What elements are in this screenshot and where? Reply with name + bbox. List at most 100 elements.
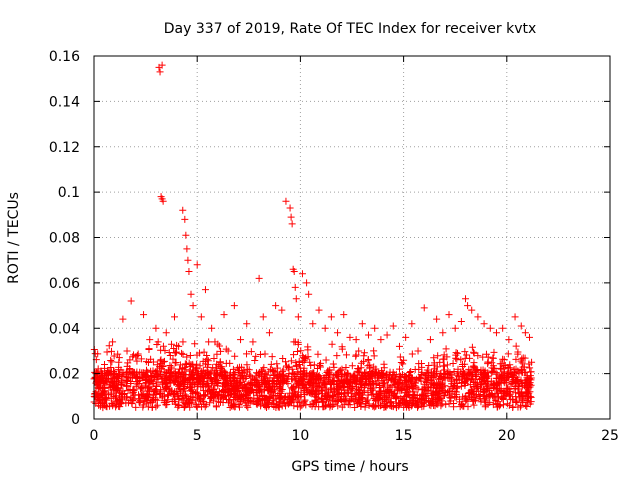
data-point <box>352 336 360 344</box>
background-point <box>335 390 343 398</box>
background-point <box>527 368 535 376</box>
background-point <box>318 394 326 402</box>
data-point <box>294 313 302 321</box>
background-point <box>364 391 372 399</box>
data-point <box>309 320 317 328</box>
background-point <box>181 387 189 395</box>
background-point <box>518 379 526 387</box>
background-point <box>430 361 438 369</box>
background-point <box>264 387 272 395</box>
background-point <box>309 376 317 384</box>
background-point <box>189 390 197 398</box>
background-point <box>250 389 258 397</box>
background-point <box>457 382 465 390</box>
background-point <box>504 388 512 396</box>
background-point <box>115 371 123 379</box>
background-point <box>284 380 292 388</box>
background-point <box>193 365 201 373</box>
background-point <box>491 393 499 401</box>
background-point <box>273 374 281 382</box>
y-tick-label: 0 <box>71 412 80 428</box>
background-point <box>318 386 326 394</box>
background-point <box>439 382 447 390</box>
background-point <box>503 400 511 408</box>
background-point <box>209 364 217 372</box>
background-point <box>517 365 525 373</box>
data-point <box>220 311 228 319</box>
background-point <box>283 375 291 383</box>
background-point <box>269 366 277 374</box>
background-point <box>348 362 356 370</box>
background-point <box>512 355 520 363</box>
background-point <box>354 365 362 373</box>
background-point <box>174 401 182 409</box>
background-point <box>101 364 108 372</box>
background-point <box>91 373 99 381</box>
background-point <box>102 394 110 402</box>
background-point <box>135 380 143 388</box>
background-point <box>292 372 300 380</box>
background-point <box>158 375 166 383</box>
background-point <box>414 403 422 411</box>
background-point <box>279 366 287 374</box>
background-point <box>437 402 445 410</box>
data-point <box>265 329 273 337</box>
data-point <box>179 206 187 214</box>
data-point <box>193 261 201 269</box>
background-point <box>268 353 276 361</box>
background-point <box>171 349 179 357</box>
background-point <box>300 355 308 363</box>
background-point <box>182 374 190 382</box>
background-point <box>209 386 217 394</box>
background-point <box>221 392 229 400</box>
background-point <box>258 396 266 404</box>
data-point <box>499 324 507 332</box>
y-axis-label: ROTI / TECUs <box>6 192 22 284</box>
background-point <box>433 363 441 371</box>
background-point <box>470 349 478 357</box>
background-point <box>419 399 427 407</box>
background-point <box>510 365 518 373</box>
background-point <box>313 364 321 372</box>
background-point <box>285 363 293 371</box>
background-point <box>476 395 484 403</box>
background-point <box>400 356 408 364</box>
background-point <box>293 380 301 388</box>
background-point <box>396 379 404 387</box>
background-point <box>516 403 524 411</box>
data-point <box>96 381 104 389</box>
background-point <box>452 388 460 396</box>
background-point <box>220 373 228 381</box>
background-point <box>507 395 515 403</box>
background-point <box>460 370 468 378</box>
background-point <box>158 394 166 402</box>
background-point <box>183 353 191 361</box>
data-point <box>511 313 519 321</box>
background-point <box>396 353 404 361</box>
background-point <box>112 403 120 411</box>
data-point <box>402 333 410 341</box>
background-point <box>284 364 292 372</box>
background-point <box>243 361 251 369</box>
background-point <box>523 403 531 411</box>
background-point <box>121 389 129 397</box>
background-point <box>383 388 391 396</box>
background-point <box>481 387 489 395</box>
background-point <box>316 363 324 371</box>
data-point <box>159 197 167 205</box>
background-point <box>91 350 99 358</box>
background-point <box>337 384 345 392</box>
background-point <box>150 396 158 404</box>
background-point <box>469 363 477 371</box>
background-point <box>199 397 207 405</box>
background-point <box>181 360 189 368</box>
data-point <box>292 295 300 303</box>
data-point <box>365 331 373 339</box>
background-point <box>134 350 142 358</box>
background-point <box>252 369 260 377</box>
data-point <box>162 329 170 337</box>
background-point <box>172 388 180 396</box>
background-point <box>212 391 220 399</box>
background-point <box>472 367 480 375</box>
background-point <box>509 403 517 411</box>
